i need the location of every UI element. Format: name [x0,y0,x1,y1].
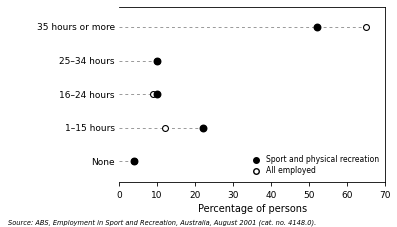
Text: Source: ABS, Employment in Sport and Recreation, Australia, August 2001 (cat. no: Source: ABS, Employment in Sport and Rec… [8,219,316,226]
Legend: Sport and physical recreation, All employed: Sport and physical recreation, All emplo… [246,153,381,178]
Point [154,59,160,62]
Point [363,25,369,29]
Point [131,160,137,163]
Point [154,59,160,62]
Point [314,25,320,29]
Point [150,92,156,96]
X-axis label: Percentage of persons: Percentage of persons [198,204,306,214]
Point [200,126,206,130]
Point [131,160,137,163]
Point [154,92,160,96]
Point [162,126,168,130]
